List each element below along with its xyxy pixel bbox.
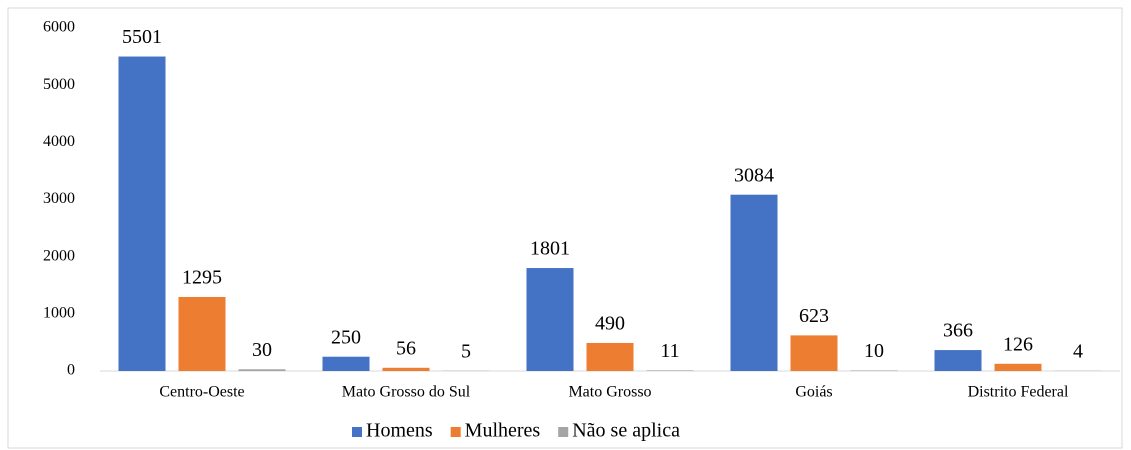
bar <box>526 268 574 371</box>
value-label: 366 <box>943 320 973 342</box>
x-tick-label: Distrito Federal <box>968 384 1069 401</box>
y-tick-label: 6000 <box>43 19 75 36</box>
value-label: 56 <box>396 337 416 359</box>
value-label: 3084 <box>734 164 774 186</box>
legend-label: Não se aplica <box>572 420 680 442</box>
bar <box>238 369 286 371</box>
y-tick-label: 4000 <box>43 133 75 150</box>
bar <box>646 370 694 371</box>
bar <box>322 356 370 371</box>
x-tick-label: Centro-Oeste <box>159 384 244 401</box>
x-tick-label: Goiás <box>795 384 832 401</box>
chart-frame <box>7 7 1123 449</box>
value-label: 5 <box>461 340 471 362</box>
value-label: 250 <box>331 326 361 348</box>
legend-swatch <box>352 427 362 437</box>
bar <box>934 350 982 371</box>
value-label: 623 <box>799 305 829 327</box>
y-tick-label: 0 <box>67 362 75 379</box>
legend-label: Mulheres <box>465 420 541 442</box>
value-label: 490 <box>595 313 625 335</box>
bar <box>178 296 226 371</box>
value-label: 1295 <box>182 267 222 289</box>
x-tick-label: Mato Grosso do Sul <box>342 384 471 401</box>
legend-swatch <box>450 427 461 437</box>
y-tick-label: 3000 <box>43 190 75 207</box>
x-tick-label: Mato Grosso <box>568 384 651 401</box>
bar <box>994 363 1042 371</box>
bar <box>730 194 778 371</box>
value-label: 10 <box>864 340 884 362</box>
value-label: 5501 <box>122 26 162 48</box>
value-label: 126 <box>1003 333 1033 355</box>
y-tick-label: 1000 <box>43 305 75 322</box>
value-label: 30 <box>252 339 272 361</box>
bar <box>118 56 166 372</box>
bar <box>382 367 430 371</box>
legend-swatch <box>558 427 569 437</box>
value-label: 4 <box>1073 340 1083 362</box>
bar <box>586 342 634 371</box>
value-label: 1801 <box>530 238 570 260</box>
bar <box>790 335 838 371</box>
bar <box>850 370 898 371</box>
value-label: 11 <box>660 340 679 362</box>
legend-label: Homens <box>366 420 433 442</box>
y-tick-label: 5000 <box>43 76 75 93</box>
y-tick-label: 2000 <box>43 247 75 264</box>
